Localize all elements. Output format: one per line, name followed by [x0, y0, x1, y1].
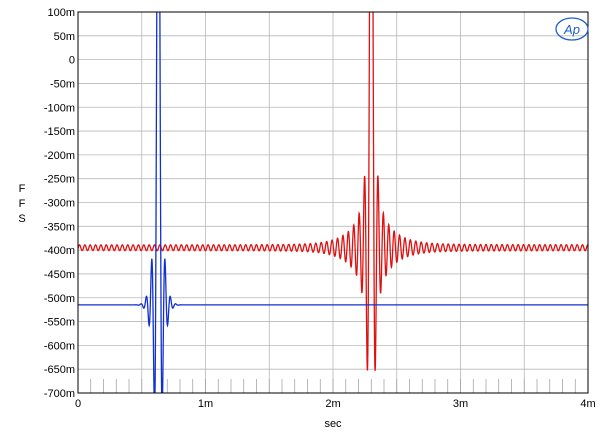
y-tick-label: -250m — [44, 174, 75, 186]
plot-frame — [77, 11, 589, 394]
x-axis-label: sec — [324, 418, 342, 430]
minor-x-ticks — [90, 379, 576, 393]
y-tick-label: -100m — [44, 102, 75, 114]
logo-ellipse — [555, 17, 589, 41]
y-tick-label: -300m — [44, 198, 75, 210]
y-axis-label-line-2: F — [19, 198, 26, 210]
y-tick-label: 50m — [54, 31, 75, 43]
plot-area — [78, 12, 588, 393]
grid-lines — [77, 11, 589, 394]
y-tick-label: -350m — [44, 221, 75, 233]
x-tick-label: 1m — [198, 398, 213, 410]
x-tick-labels: 0 1m 2m 3m 4m — [75, 398, 596, 410]
y-tick-labels: 100m 50m 0 -50m -100m -150m -200m -250m -300m -35… — [44, 7, 75, 400]
y-tick-label: -400m — [44, 245, 75, 257]
y-tick-label: -600m — [44, 340, 75, 352]
y-tick-label: -650m — [44, 364, 75, 376]
y-tick-label: -150m — [44, 126, 75, 138]
y-axis-label-line-1: F — [19, 183, 26, 195]
y-tick-label: 100m — [47, 7, 75, 19]
y-tick-label: -500m — [44, 293, 75, 305]
y-tick-label: -700m — [44, 388, 75, 400]
y-tick-label: -550m — [44, 317, 75, 329]
series-line-blue — [78, 12, 588, 393]
y-tick-label: -50m — [50, 78, 75, 90]
series-line-red — [78, 12, 588, 371]
y-tick-label: -450m — [44, 269, 75, 281]
x-tick-label: 4m — [580, 398, 595, 410]
ap-logo: Ap — [555, 17, 589, 41]
y-tick-label: -200m — [44, 150, 75, 162]
logo-text: Ap — [563, 22, 580, 37]
y-axis-label-line-3: S — [18, 213, 25, 225]
x-tick-label: 0 — [75, 398, 81, 410]
y-tick-label: 0 — [69, 55, 75, 67]
x-tick-label: 2m — [325, 398, 340, 410]
x-tick-label: 3m — [453, 398, 468, 410]
